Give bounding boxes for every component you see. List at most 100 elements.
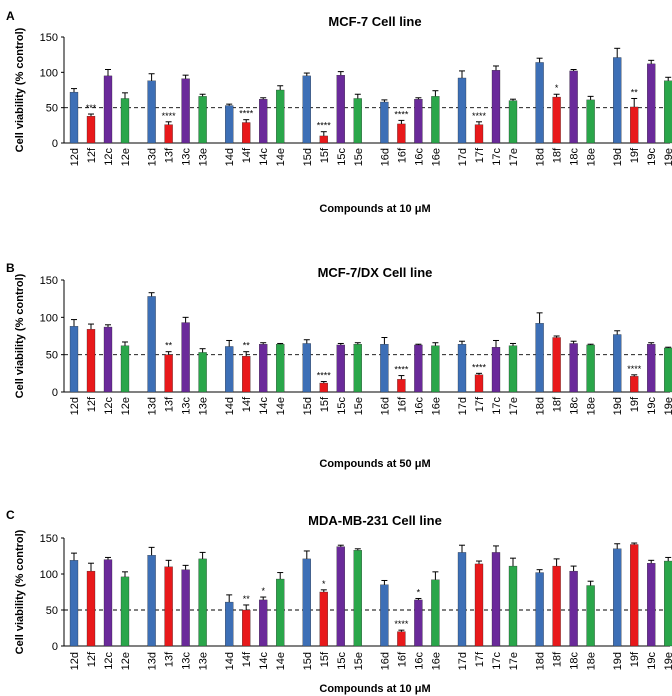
category-label: 17c	[491, 148, 503, 166]
category-label: 14f	[241, 651, 253, 667]
bar-12d	[69, 326, 79, 393]
bar-13f	[164, 354, 173, 393]
bar-14d	[225, 105, 234, 144]
significance-label: *	[322, 579, 326, 589]
significance-label: ****	[472, 111, 487, 121]
significance-label: **	[243, 594, 251, 604]
y-tick-label: 0	[52, 387, 58, 399]
category-label: 17c	[491, 397, 503, 415]
category-label: 18d	[535, 652, 547, 670]
significance-label: *	[261, 586, 265, 596]
bar-15e	[353, 344, 362, 393]
bar-16f	[397, 123, 406, 144]
bar-19c	[647, 63, 656, 144]
category-label: 12c	[103, 148, 115, 166]
category-label: 13f	[164, 147, 176, 163]
category-label: 15c	[336, 397, 348, 415]
bar-13c	[181, 78, 190, 144]
bar-18e	[586, 99, 595, 144]
chart-title: MCF-7/DX Cell line	[318, 265, 433, 280]
category-label: 12f	[86, 651, 98, 667]
category-label: 12e	[120, 397, 132, 415]
bar-15d	[302, 558, 311, 647]
category-label: 15c	[336, 148, 348, 166]
y-tick-label: 100	[40, 312, 58, 324]
y-tick-label: 100	[40, 67, 58, 79]
bar-17d	[457, 344, 467, 393]
significance-label: **	[243, 341, 251, 351]
category-label: 16c	[413, 397, 425, 415]
significance-label: **	[631, 87, 639, 97]
significance-label: ****	[317, 121, 332, 131]
bar-13f	[164, 124, 173, 144]
category-label: 14e	[275, 397, 287, 415]
bar-17e	[508, 345, 518, 393]
y-axis-label: Cell viability (% control)	[14, 529, 26, 654]
bar-17c	[491, 552, 501, 647]
significance-label: *	[417, 587, 421, 597]
significance-label: ****	[394, 619, 409, 629]
bar-15c	[336, 75, 345, 144]
bar-18c	[569, 343, 578, 393]
category-label: 18f	[552, 147, 564, 163]
bar-16c	[414, 344, 423, 393]
bar-18d	[535, 572, 544, 647]
bar-13d	[147, 296, 156, 393]
bar-16f	[397, 379, 406, 393]
significance-label: **	[165, 341, 173, 351]
x-axis-label: Compounds at 50 μM	[319, 458, 430, 470]
category-label: 14c	[258, 148, 270, 166]
category-label: 19e	[663, 397, 672, 415]
category-label: 15d	[302, 397, 314, 415]
bar-19c	[647, 344, 656, 393]
significance-label: ****	[472, 362, 487, 372]
bar-12f	[86, 115, 96, 144]
category-label: 15d	[302, 652, 314, 670]
category-label: 13d	[147, 148, 159, 166]
category-label: 14c	[258, 397, 270, 415]
category-label: 17d	[457, 148, 469, 166]
bar-15c	[336, 546, 345, 647]
bar-14c	[259, 99, 268, 144]
bar-17c	[491, 347, 501, 393]
bar-12d	[69, 560, 79, 647]
bar-18c	[569, 70, 578, 144]
bar-15e	[353, 98, 362, 144]
category-label: 18c	[569, 652, 581, 670]
bar-19f	[630, 106, 639, 144]
category-label: 15f	[319, 396, 331, 412]
significance-label: ****	[317, 371, 332, 381]
bar-18d	[535, 62, 544, 144]
bar-12d	[69, 91, 79, 144]
y-axis-label: Cell viability (% control)	[14, 273, 26, 398]
y-tick-label: 0	[52, 641, 58, 653]
category-label: 19d	[612, 652, 624, 670]
category-label: 18d	[535, 397, 547, 415]
category-label: 12d	[69, 652, 81, 670]
category-label: 15e	[353, 148, 365, 166]
bar-18d	[535, 323, 544, 393]
category-label: 13c	[181, 148, 193, 166]
bar-19f	[630, 376, 639, 393]
bar-19e	[664, 347, 672, 393]
category-label: 14f	[241, 147, 253, 163]
category-label: 16f	[396, 396, 408, 412]
bar-13c	[181, 322, 190, 393]
bar-12f	[86, 570, 96, 647]
y-tick-label: 50	[46, 103, 58, 115]
category-label: 16d	[379, 652, 391, 670]
bar-16d	[380, 101, 389, 144]
bar-14e	[276, 578, 285, 647]
category-label: 12c	[103, 652, 115, 670]
category-label: 14e	[275, 652, 287, 670]
category-label: 17d	[457, 397, 469, 415]
category-label: 18c	[569, 148, 581, 166]
category-label: 19f	[629, 147, 641, 163]
category-label: 16e	[430, 652, 442, 670]
bar-16c	[414, 99, 423, 144]
bar-16f	[397, 631, 406, 647]
bar-13c	[181, 569, 190, 647]
bar-16e	[431, 345, 440, 393]
x-axis-label: Compounds at 10 μM	[319, 203, 430, 215]
